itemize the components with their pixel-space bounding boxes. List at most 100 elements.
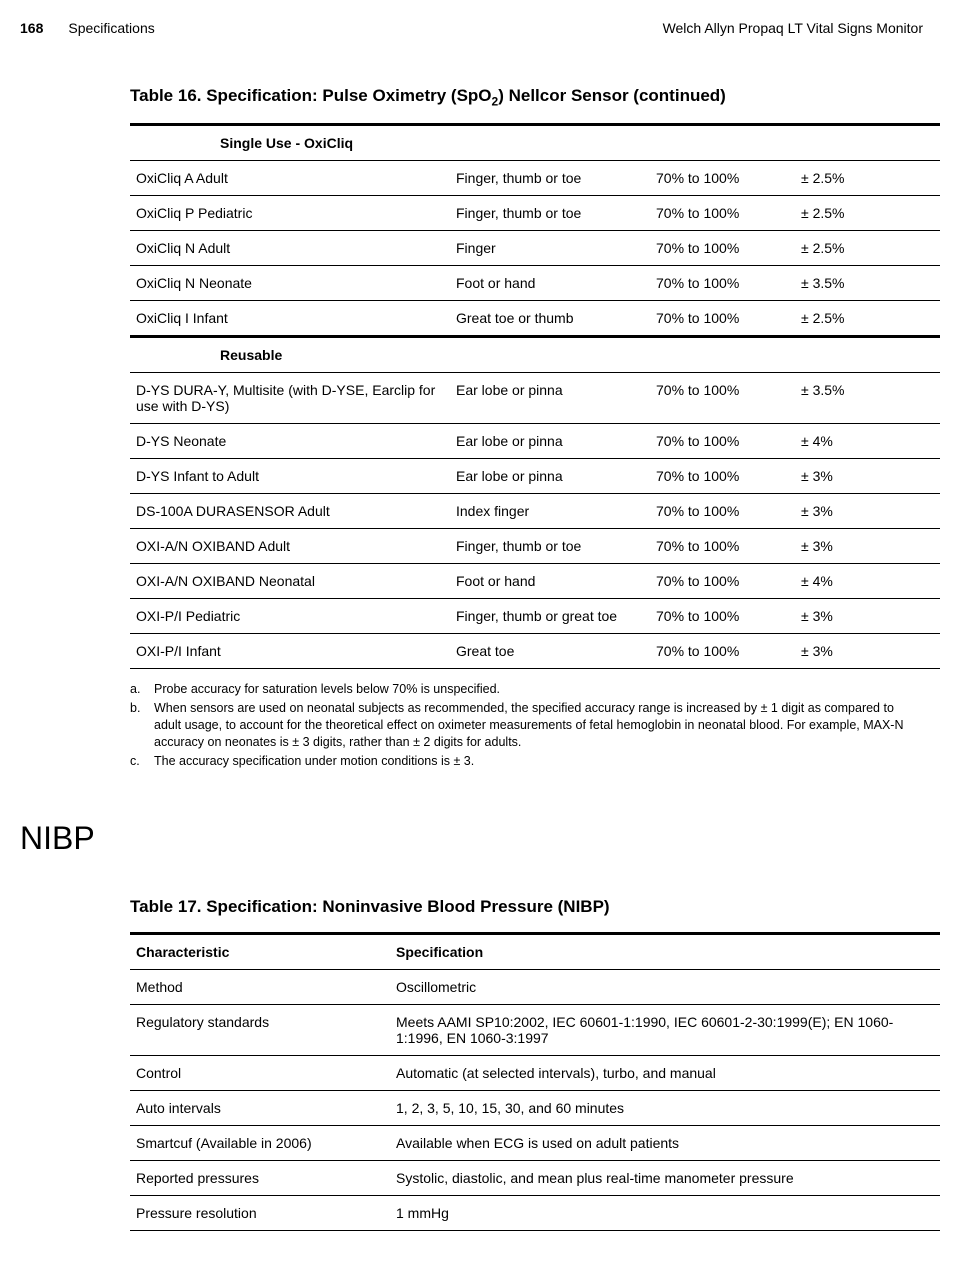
table-cell: OXI-P/I Pediatric — [130, 599, 450, 634]
table16: Single Use - OxiCliq OxiCliq A AdultFing… — [130, 123, 940, 669]
table-cell: ± 3% — [795, 599, 940, 634]
table-cell: Control — [130, 1055, 390, 1090]
table-row: Smartcuf (Available in 2006)Available wh… — [130, 1125, 940, 1160]
table-cell: Finger, thumb or toe — [450, 196, 650, 231]
table-cell: Regulatory standards — [130, 1004, 390, 1055]
table-cell: D-YS DURA-Y, Multisite (with D-YSE, Earc… — [130, 373, 450, 424]
table-cell: Available when ECG is used on adult pati… — [390, 1125, 940, 1160]
table-cell: Auto intervals — [130, 1090, 390, 1125]
table-cell: 70% to 100% — [650, 634, 795, 669]
table-cell: ± 3% — [795, 494, 940, 529]
footnotes: a.Probe accuracy for saturation levels b… — [130, 681, 923, 769]
table-row: D-YS Infant to AdultEar lobe or pinna70%… — [130, 459, 940, 494]
table-cell: ± 3% — [795, 459, 940, 494]
table-row: Pressure resolution1 mmHg — [130, 1195, 940, 1230]
table-row: OxiCliq A AdultFinger, thumb or toe70% t… — [130, 161, 940, 196]
section-name: Specifications — [68, 20, 154, 36]
table-cell: Automatic (at selected intervals), turbo… — [390, 1055, 940, 1090]
table-row: OXI-A/N OXIBAND AdultFinger, thumb or to… — [130, 529, 940, 564]
table-cell: Meets AAMI SP10:2002, IEC 60601-1:1990, … — [390, 1004, 940, 1055]
table-cell: 70% to 100% — [650, 301, 795, 337]
table-cell: Systolic, diastolic, and mean plus real-… — [390, 1160, 940, 1195]
table-cell: 1 mmHg — [390, 1195, 940, 1230]
table-cell: Ear lobe or pinna — [450, 424, 650, 459]
table-cell: OxiCliq I Infant — [130, 301, 450, 337]
footnote-b: b.When sensors are used on neonatal subj… — [130, 700, 923, 751]
table17: Characteristic Specification MethodOscil… — [130, 932, 940, 1231]
table-row: OxiCliq N AdultFinger70% to 100%± 2.5% — [130, 231, 940, 266]
table-cell: 70% to 100% — [650, 196, 795, 231]
table-cell: 70% to 100% — [650, 494, 795, 529]
table-cell: Foot or hand — [450, 266, 650, 301]
table-cell: Great toe or thumb — [450, 301, 650, 337]
table-cell: Finger — [450, 231, 650, 266]
nibp-section-title: NIBP — [20, 820, 923, 857]
table-cell: ± 2.5% — [795, 301, 940, 337]
table-cell: 1, 2, 3, 5, 10, 15, 30, and 60 minutes — [390, 1090, 940, 1125]
table-row: D-YS DURA-Y, Multisite (with D-YSE, Earc… — [130, 373, 940, 424]
table-row: D-YS NeonateEar lobe or pinna70% to 100%… — [130, 424, 940, 459]
table-cell: Foot or hand — [450, 564, 650, 599]
product-name: Welch Allyn Propaq LT Vital Signs Monito… — [663, 20, 923, 36]
table-cell: OxiCliq P Pediatric — [130, 196, 450, 231]
page-header: 168 Specifications Welch Allyn Propaq LT… — [20, 20, 923, 36]
table-cell: Method — [130, 969, 390, 1004]
table-cell: ± 4% — [795, 424, 940, 459]
table-cell: 70% to 100% — [650, 266, 795, 301]
table-cell: DS-100A DURASENSOR Adult — [130, 494, 450, 529]
table-row: OXI-P/I PediatricFinger, thumb or great … — [130, 599, 940, 634]
table-cell: OxiCliq N Neonate — [130, 266, 450, 301]
footnote-c: c.The accuracy specification under motio… — [130, 753, 923, 770]
page-number: 168 — [20, 20, 43, 36]
table17-title: Table 17. Specification: Noninvasive Blo… — [130, 897, 923, 917]
table-section-header: Single Use - OxiCliq — [130, 125, 940, 161]
col-characteristic: Characteristic — [130, 933, 390, 969]
col-specification: Specification — [390, 933, 940, 969]
table-cell: ± 3.5% — [795, 266, 940, 301]
table-cell: Ear lobe or pinna — [450, 373, 650, 424]
table-cell: 70% to 100% — [650, 161, 795, 196]
table-cell: ± 3.5% — [795, 373, 940, 424]
table-cell: Great toe — [450, 634, 650, 669]
table-section-header: Reusable — [130, 337, 940, 373]
table-cell: 70% to 100% — [650, 529, 795, 564]
table-header-row: Characteristic Specification — [130, 933, 940, 969]
table-cell: 70% to 100% — [650, 373, 795, 424]
table-cell: 70% to 100% — [650, 424, 795, 459]
table-cell: D-YS Neonate — [130, 424, 450, 459]
table-cell: Finger, thumb or toe — [450, 161, 650, 196]
table-row: OXI-P/I InfantGreat toe70% to 100%± 3% — [130, 634, 940, 669]
table16-title: Table 16. Specification: Pulse Oximetry … — [130, 86, 923, 108]
table-cell: Smartcuf (Available in 2006) — [130, 1125, 390, 1160]
table-row: DS-100A DURASENSOR AdultIndex finger70% … — [130, 494, 940, 529]
table-cell: Finger, thumb or great toe — [450, 599, 650, 634]
table-cell: Pressure resolution — [130, 1195, 390, 1230]
table-row: Auto intervals1, 2, 3, 5, 10, 15, 30, an… — [130, 1090, 940, 1125]
table-cell: OXI-A/N OXIBAND Adult — [130, 529, 450, 564]
table-cell: ± 2.5% — [795, 196, 940, 231]
table-cell: D-YS Infant to Adult — [130, 459, 450, 494]
table-cell: Oscillometric — [390, 969, 940, 1004]
table-cell: ± 2.5% — [795, 231, 940, 266]
table-cell: 70% to 100% — [650, 564, 795, 599]
table-row: OXI-A/N OXIBAND NeonatalFoot or hand70% … — [130, 564, 940, 599]
table-row: Reported pressuresSystolic, diastolic, a… — [130, 1160, 940, 1195]
table-row: ControlAutomatic (at selected intervals)… — [130, 1055, 940, 1090]
table-cell: OXI-P/I Infant — [130, 634, 450, 669]
table-cell: 70% to 100% — [650, 459, 795, 494]
table-cell: ± 2.5% — [795, 161, 940, 196]
table-row: Regulatory standardsMeets AAMI SP10:2002… — [130, 1004, 940, 1055]
table-cell: Finger, thumb or toe — [450, 529, 650, 564]
table-cell: ± 4% — [795, 564, 940, 599]
table-cell: OXI-A/N OXIBAND Neonatal — [130, 564, 450, 599]
table-cell: 70% to 100% — [650, 599, 795, 634]
table-cell: ± 3% — [795, 529, 940, 564]
footnote-a: a.Probe accuracy for saturation levels b… — [130, 681, 923, 698]
table-row: OxiCliq I InfantGreat toe or thumb70% to… — [130, 301, 940, 337]
table-cell: Reported pressures — [130, 1160, 390, 1195]
table-cell: OxiCliq A Adult — [130, 161, 450, 196]
table-row: MethodOscillometric — [130, 969, 940, 1004]
table-row: OxiCliq N NeonateFoot or hand70% to 100%… — [130, 266, 940, 301]
table-cell: Index finger — [450, 494, 650, 529]
table-cell: OxiCliq N Adult — [130, 231, 450, 266]
